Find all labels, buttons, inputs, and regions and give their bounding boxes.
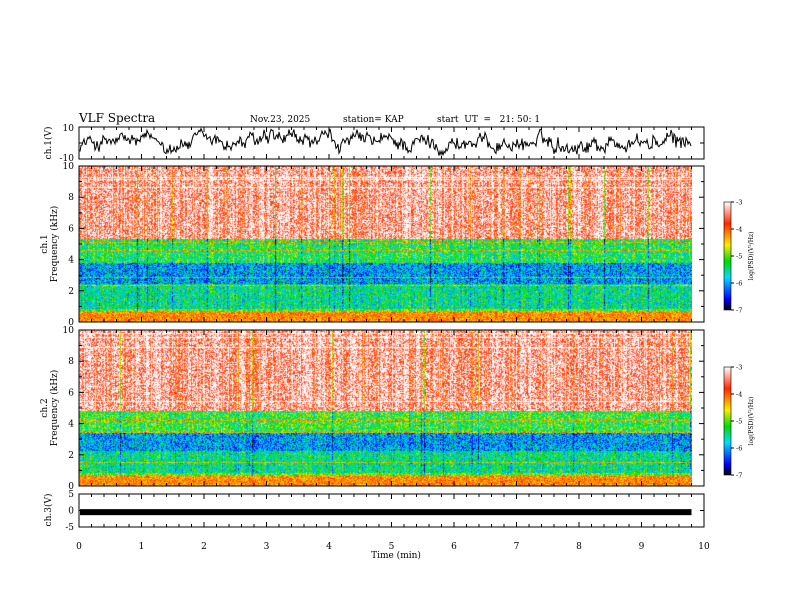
x-tick-label: 0 [76,542,82,552]
x-tick-label: 5 [389,542,395,552]
ch1-ytick-top: 10 [63,124,75,134]
ch1-waveform-panel: 10 -10 ch.1(V) [43,124,705,164]
spec-ytick-label: 4 [68,420,74,430]
x-tick-label: 7 [514,542,520,552]
colorbar-tick-label: -6 [736,445,742,453]
ch1-spectrogram-ylabel-line1: ch.1 [40,234,50,253]
colorbar-tick-label: -7 [736,472,742,480]
x-tick-label: 4 [326,542,332,552]
ch1-waveform-ylabel: ch.1(V) [43,127,54,160]
spec-ytick-label: 10 [63,326,75,336]
ch1-colorbar-bar [723,201,732,311]
spec-ytick-label: 10 [63,162,75,172]
x-tick-label: 3 [264,542,270,552]
ch1-spectrogram-ylabel-line2: Frequency (kHz) [49,206,60,283]
ch1-ytick-bottom: -10 [60,154,75,164]
ch2-colorbar-bar [723,366,732,476]
spec-ytick-label: 0 [68,482,74,492]
ch1-spectrogram-image [79,166,692,322]
ch2-colorbar-label: log(PSD)(V²/Hz) [748,397,755,446]
spec-ytick-label: 8 [68,193,74,203]
ch3-ytick-label: 0 [68,507,74,517]
figure-title: VLF Spectra [78,111,155,125]
ch2-spectrogram-ylabel-line2: Frequency (kHz) [49,370,60,447]
ch2-spectrogram-image [79,330,692,486]
spec-ytick-label: 6 [68,224,74,234]
ch2-colorbar: -3 -4 -5 -6 -7 log(PSD)(V²/Hz) [723,364,755,480]
x-tick-label: 9 [639,542,645,552]
x-tick-label: 6 [451,542,457,552]
x-tick-label: 10 [698,542,710,552]
colorbar-tick-label: -4 [736,226,742,234]
station-label: station= KAP [343,115,404,125]
ch2-spectrogram-panel: 0 2 4 6 8 10 ch.2 Frequency (kHz) [40,326,705,492]
colorbar-tick-label: -5 [736,418,742,426]
x-tick-label: 1 [139,542,145,552]
spec-ytick-label: 2 [68,287,74,297]
x-tick-label: 2 [201,542,207,552]
spec-ytick-label: 0 [68,318,74,328]
ch1-waveform-frame [78,126,705,160]
spec-ytick-label: 6 [68,388,74,398]
colorbar-tick-label: -7 [736,307,742,315]
ch3-signal-trace [80,509,692,516]
ch2-spectrogram-ylabel-line1: ch.2 [40,398,50,417]
ch1-colorbar: -3 -4 -5 -6 -7 log(PSD)(V²/Hz) [723,199,755,315]
spec-ytick-label: 8 [68,357,74,367]
time-axis-label: Time (min) [371,550,421,561]
colorbar-tick-label: -3 [736,364,742,372]
ch1-waveform-trace [79,127,692,157]
time-axis: 0 1 2 3 4 5 6 7 8 9 10 [76,127,710,552]
ch1-spectrogram-panel: 0 2 4 6 8 10 ch.1 Frequency (kHz) [40,162,705,328]
colorbar-tick-label: -3 [736,199,742,207]
spec-ytick-label: 2 [68,451,74,461]
colorbar-tick-label: -6 [736,280,742,288]
x-tick-label: 8 [576,542,582,552]
ch3-signal-panel: 5 0 -5 ch.3(V) [43,490,705,533]
date-label: Nov.23, 2025 [250,115,311,125]
ch3-ytick-label: -5 [65,523,74,533]
spec-ytick-label: 4 [68,256,74,266]
colorbar-tick-label: -5 [736,253,742,261]
ch3-ytick-label: 5 [68,490,74,500]
start-time-label: start UT = 21: 50: 1 [437,115,540,125]
ch3-signal-ylabel: ch.3(V) [43,494,54,527]
ch1-colorbar-label: log(PSD)(V²/Hz) [748,232,755,281]
colorbar-tick-label: -4 [736,391,742,399]
